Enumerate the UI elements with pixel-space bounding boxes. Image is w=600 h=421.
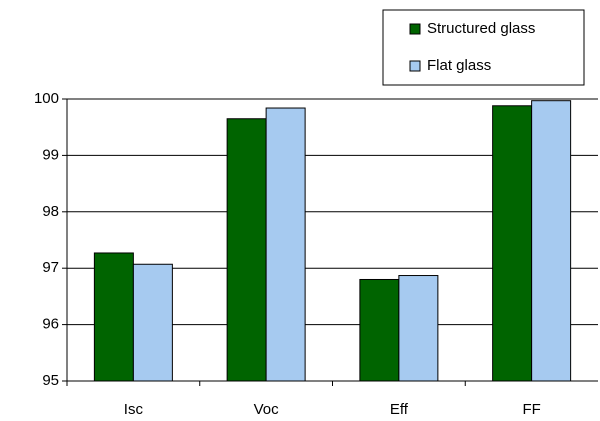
y-tick-label: 97 [42, 259, 59, 276]
x-tick-label: Isc [124, 401, 144, 418]
legend-swatch [409, 60, 421, 72]
bar [132, 263, 173, 382]
bar [531, 100, 572, 382]
bar [398, 275, 439, 382]
legend-swatch [409, 23, 421, 35]
legend-box [382, 9, 585, 86]
y-tick-label: 95 [42, 372, 59, 389]
bar [492, 105, 533, 382]
y-tick-label: 96 [42, 316, 59, 333]
x-tick-label: Eff [390, 401, 409, 418]
x-tick-label: Voc [254, 401, 280, 418]
bar [359, 278, 400, 382]
bar [226, 118, 267, 382]
y-tick-label: 100 [34, 90, 59, 107]
y-tick-label: 98 [42, 203, 59, 220]
legend-label: Flat glass [427, 57, 491, 74]
bar [93, 252, 134, 382]
legend-label: Structured glass [427, 20, 535, 37]
x-tick-label: FF [522, 401, 540, 418]
y-tick-label: 99 [42, 146, 59, 163]
bar [265, 107, 306, 382]
